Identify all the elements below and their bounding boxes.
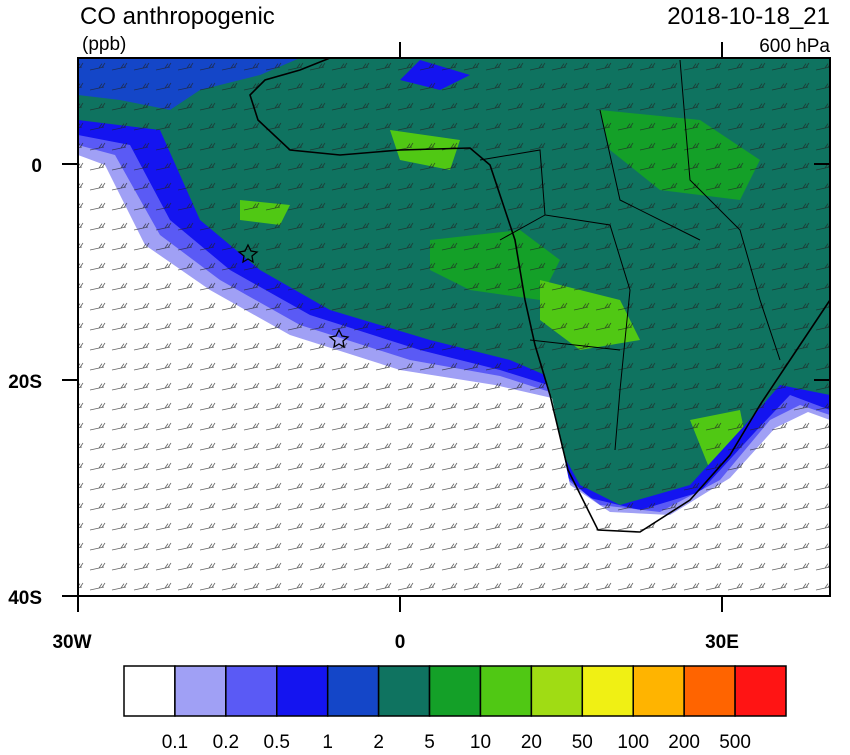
colorbar-box: [225, 665, 278, 717]
units: (ppb): [82, 34, 126, 55]
colorbar-box: [632, 665, 685, 717]
colorbar-label: 50: [572, 732, 593, 750]
plot-frame: [77, 57, 831, 597]
colorbar-label: 0.5: [264, 732, 290, 750]
colorbar-label: 2: [373, 732, 384, 750]
lon-label: 0: [395, 632, 406, 653]
colorbar-label: 5: [424, 732, 435, 750]
colorbar-box: [123, 665, 176, 717]
lat-label: 20S: [8, 372, 42, 393]
colorbar-label: 100: [617, 732, 649, 750]
colorbar: 0.1 0.2 0.5 1 2 5 10 20 50 100 200 500: [123, 665, 787, 753]
colorbar-label: 10: [470, 732, 491, 750]
lat-label: 40S: [8, 588, 42, 609]
colorbar-label: 0.2: [213, 732, 239, 750]
axis-ticks: [62, 42, 830, 612]
colorbar-box: [276, 665, 329, 717]
colorbar-box: [581, 665, 634, 717]
colorbar-box: [428, 665, 482, 717]
colorbar-box: [326, 665, 380, 717]
level: 600 hPa: [759, 36, 830, 57]
lon-label: 30W: [52, 632, 91, 653]
map-field: [78, 58, 830, 596]
colorbar-box: [174, 665, 227, 717]
colorbar-box: [377, 665, 431, 717]
lon-label: 30E: [705, 632, 739, 653]
time: 2018-10-18_21: [667, 3, 830, 30]
colorbar-box: [479, 665, 533, 717]
colorbar-label: 20: [521, 732, 542, 750]
lat-label: 0: [31, 156, 42, 177]
colorbar-box: [683, 665, 736, 717]
colorbar-label: 1: [322, 732, 333, 750]
colorbar-box: [530, 665, 584, 717]
colorbar-box: [734, 665, 787, 717]
colorbar-label: 500: [719, 732, 751, 750]
title: CO anthropogenic: [80, 3, 275, 30]
colorbar-label: 0.1: [162, 732, 188, 750]
colorbar-label: 200: [668, 732, 700, 750]
